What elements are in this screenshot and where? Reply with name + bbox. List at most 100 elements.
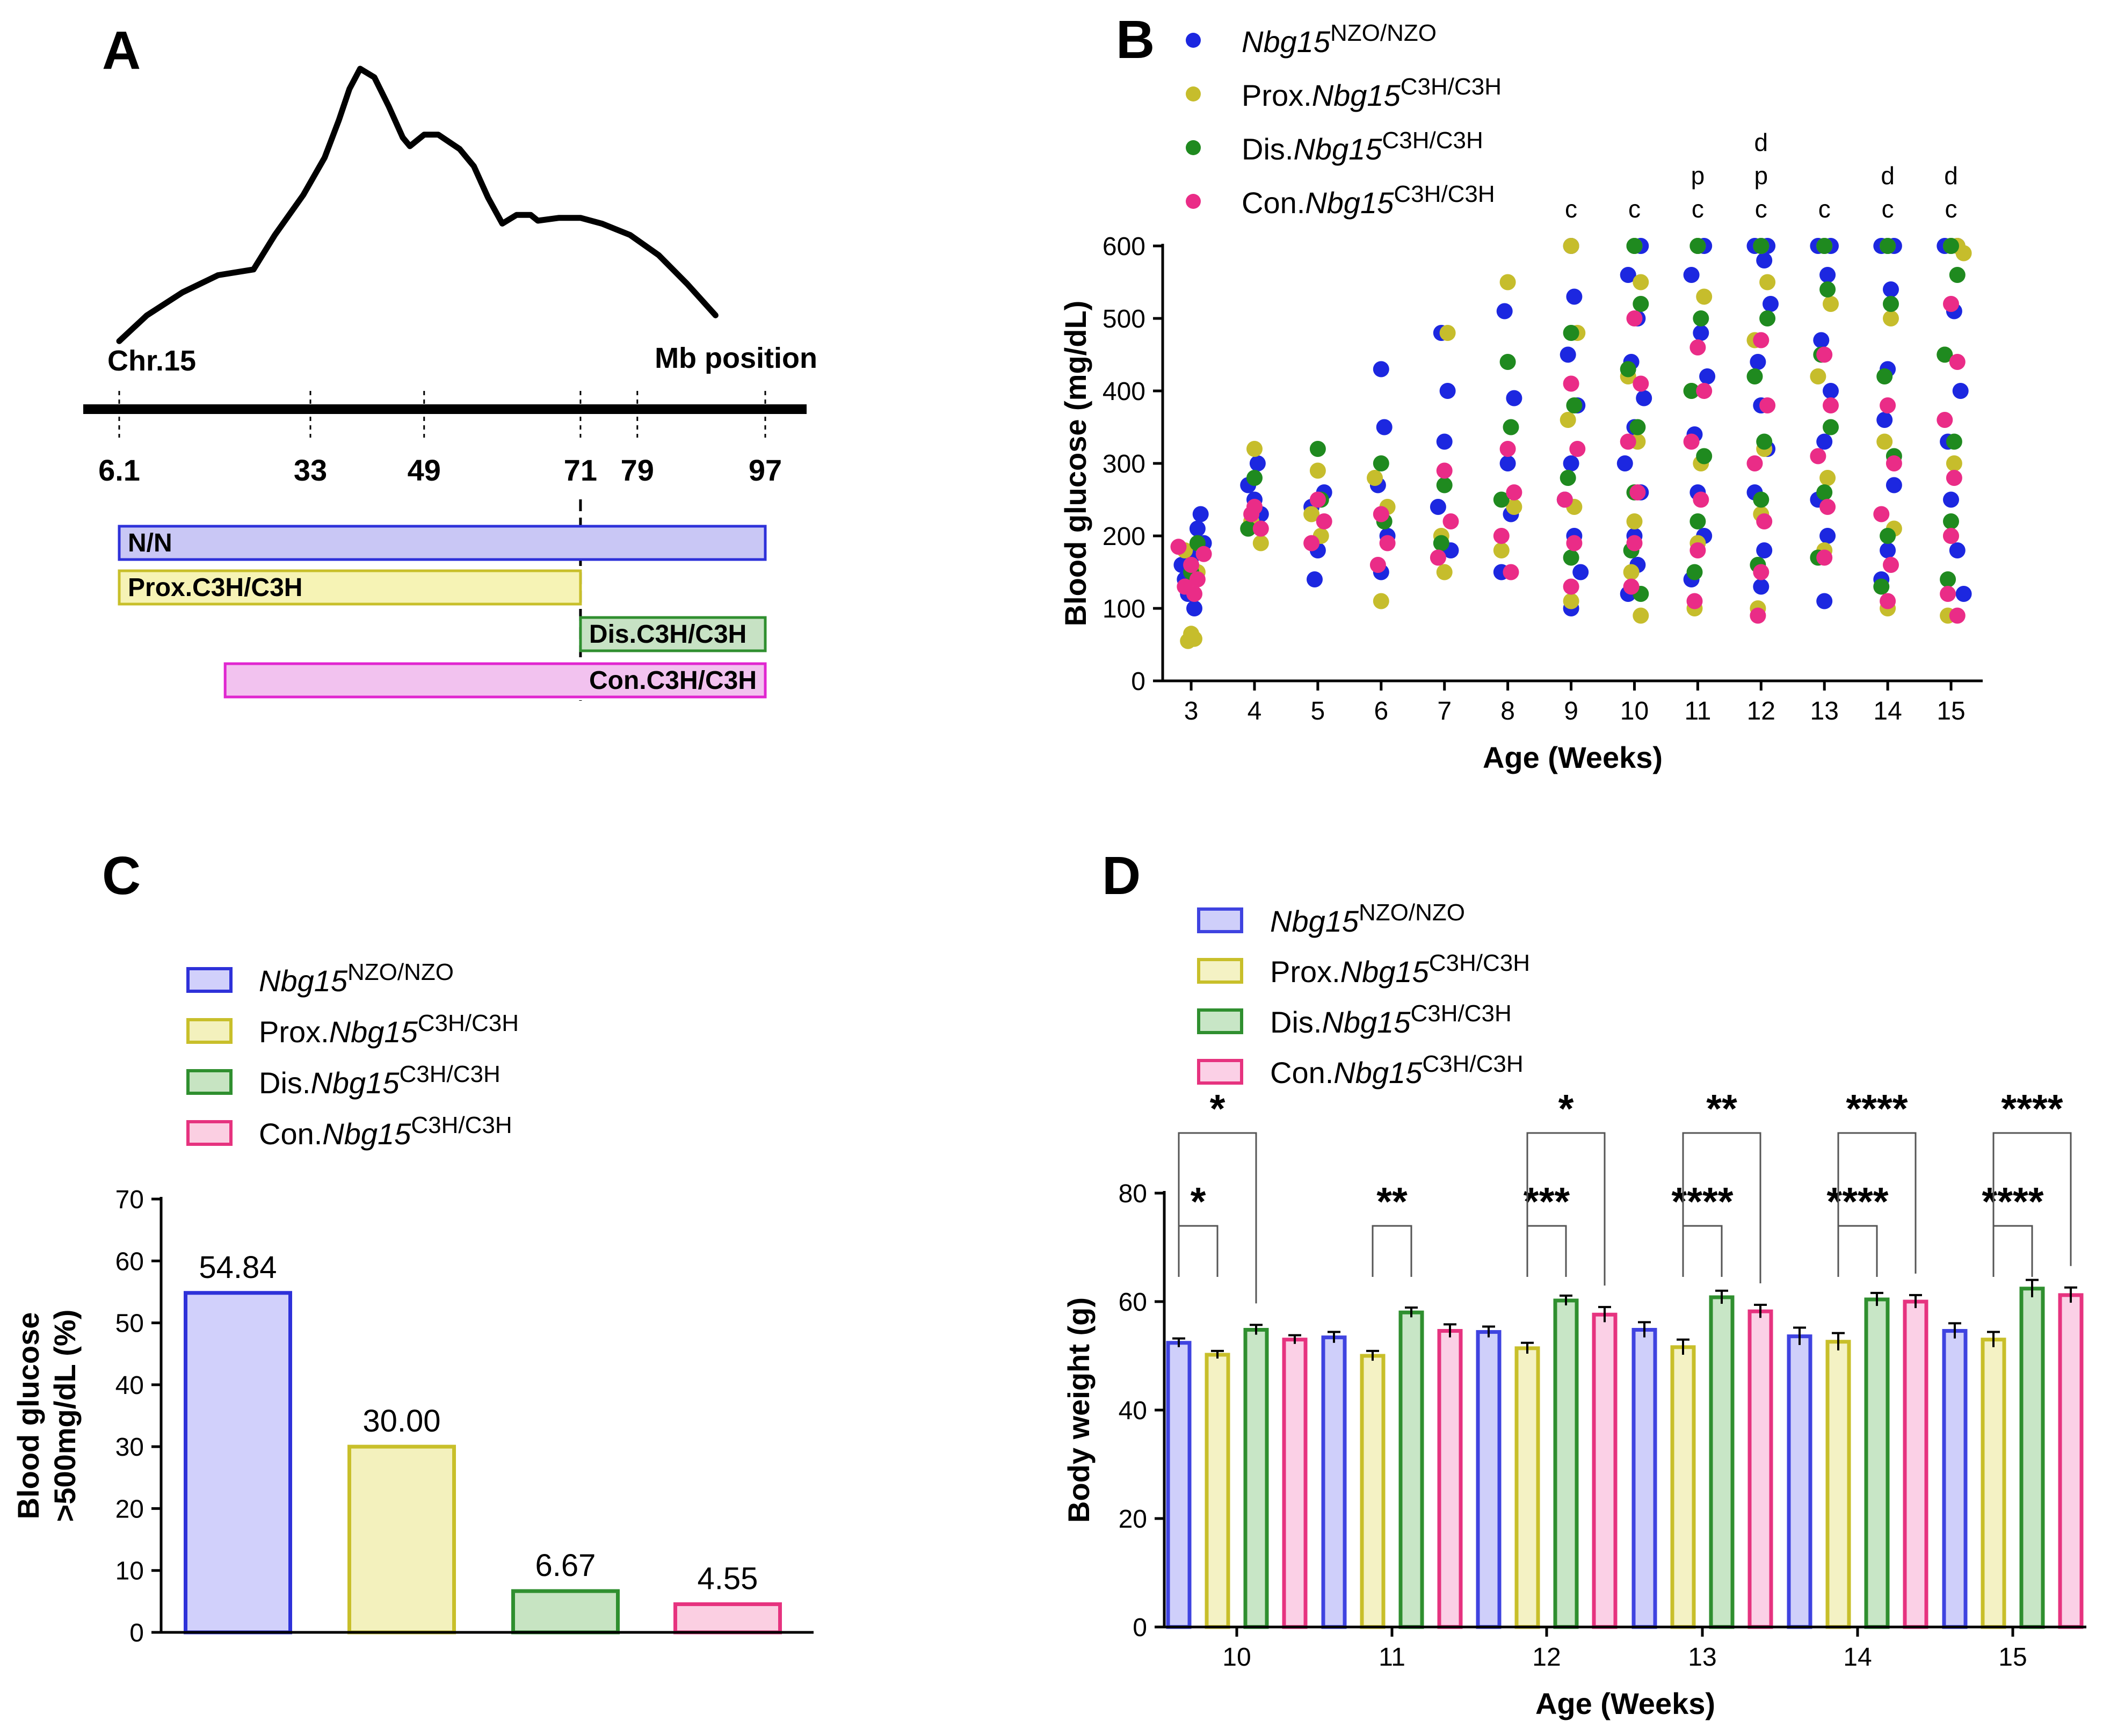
x-tick-label: 10 bbox=[1222, 1643, 1251, 1672]
chromosome-tick-label: 97 bbox=[749, 453, 782, 487]
x-tick-label: 3 bbox=[1184, 697, 1199, 725]
data-point bbox=[1886, 455, 1902, 471]
strain-bar-label: Dis.C3H/C3H bbox=[589, 620, 746, 649]
significance-bracket bbox=[1837, 1132, 1917, 1274]
data-point bbox=[1753, 332, 1770, 348]
data-point bbox=[1819, 281, 1836, 297]
glucose-scatter-points bbox=[1170, 238, 1972, 649]
bar bbox=[1243, 1328, 1269, 1629]
legend-label-prefix: Dis. bbox=[259, 1066, 310, 1100]
data-point bbox=[1759, 397, 1776, 413]
panel-c: C Nbg15NZO/NZOProx.Nbg15C3H/C3HDis.Nbg15… bbox=[11, 846, 814, 1647]
legend-label-prefix: Con. bbox=[1242, 186, 1305, 220]
data-point bbox=[1626, 513, 1643, 529]
significance-stars: ** bbox=[1706, 1086, 1737, 1131]
data-point bbox=[1626, 535, 1643, 551]
data-point bbox=[1563, 325, 1579, 341]
data-point bbox=[1572, 564, 1589, 580]
data-point bbox=[1693, 310, 1709, 326]
significance-stars: **** bbox=[2001, 1086, 2063, 1131]
data-point bbox=[1816, 549, 1833, 566]
legend-label-superscript: C3H/C3H bbox=[1410, 1000, 1511, 1027]
bar bbox=[1981, 1338, 2006, 1629]
data-point bbox=[1683, 383, 1700, 399]
data-point bbox=[1937, 412, 1953, 428]
data-point bbox=[1629, 484, 1646, 500]
y-tick-label: 30 bbox=[115, 1433, 144, 1462]
panel-a-letter: A bbox=[102, 20, 141, 81]
panel-c-axes: 0 10 20 30 40 50 60 70 bbox=[115, 1186, 814, 1647]
panel-d-bars bbox=[1166, 1279, 2084, 1629]
x-tick-label: 15 bbox=[1937, 697, 1965, 725]
data-point bbox=[1379, 535, 1396, 551]
significance-letter: d bbox=[1754, 128, 1768, 156]
significance-letter: c bbox=[1755, 195, 1767, 223]
chromosome-ticks: 6.1 33 49 71 79 97 bbox=[98, 391, 782, 487]
data-point bbox=[1499, 274, 1516, 290]
bar bbox=[184, 1291, 292, 1635]
strain-bar bbox=[118, 569, 582, 606]
y-tick-label: 500 bbox=[1103, 305, 1145, 333]
x-tick-label: 14 bbox=[1843, 1643, 1872, 1672]
data-point bbox=[1633, 296, 1649, 312]
significance-stars: **** bbox=[1982, 1179, 2043, 1224]
legend-marker bbox=[1186, 86, 1201, 101]
data-point bbox=[1633, 274, 1649, 290]
significance-stars: **** bbox=[1826, 1179, 1888, 1224]
bar-value-label: 6.67 bbox=[535, 1548, 596, 1583]
legend-swatch bbox=[186, 1120, 233, 1146]
significance-stars: ** bbox=[1376, 1179, 1408, 1224]
bar bbox=[2019, 1287, 2045, 1629]
bar bbox=[1903, 1299, 1928, 1629]
significance-bracket bbox=[1526, 1225, 1567, 1277]
data-point bbox=[1499, 354, 1516, 370]
bar bbox=[1709, 1295, 1735, 1629]
data-point bbox=[1369, 557, 1386, 573]
data-point bbox=[1189, 571, 1206, 587]
chromosome-tick-label: 33 bbox=[294, 453, 327, 487]
legend-marker bbox=[1186, 194, 1201, 209]
legend-swatch bbox=[186, 967, 233, 993]
data-point bbox=[1499, 455, 1516, 471]
data-point bbox=[1756, 252, 1773, 268]
panel-c-legend: Nbg15NZO/NZOProx.Nbg15C3H/C3HDis.Nbg15C3… bbox=[186, 959, 519, 1151]
y-tick-label: 50 bbox=[115, 1310, 144, 1338]
x-tick-label: 11 bbox=[1684, 697, 1711, 725]
legend-label-prefix: Con. bbox=[1270, 1056, 1333, 1089]
bar bbox=[1437, 1329, 1463, 1629]
x-tick-label: 14 bbox=[1873, 697, 1902, 725]
bar bbox=[1631, 1328, 1657, 1629]
legend-label: Prox.Nbg15C3H/C3H bbox=[1242, 74, 1502, 112]
bar bbox=[1398, 1310, 1424, 1629]
y-tick-label: 40 bbox=[115, 1371, 144, 1400]
data-point bbox=[1493, 491, 1510, 508]
legend-label: Prox.Nbg15C3H/C3H bbox=[259, 1010, 519, 1049]
data-point bbox=[1763, 296, 1779, 312]
position-label: Mb position bbox=[655, 342, 817, 374]
x-tick-label: 13 bbox=[1810, 697, 1839, 725]
data-point bbox=[1949, 354, 1966, 370]
bar bbox=[511, 1589, 620, 1635]
bar bbox=[1747, 1309, 1773, 1629]
x-tick-label: 4 bbox=[1248, 697, 1262, 725]
bar bbox=[1514, 1346, 1540, 1629]
panel-b-y-axis-label: Blood glucose (mg/dL) bbox=[1058, 301, 1092, 627]
data-point bbox=[1689, 339, 1706, 355]
chromosome-tick-label: 71 bbox=[564, 453, 597, 487]
data-point bbox=[1823, 383, 1839, 399]
data-point bbox=[1683, 433, 1700, 450]
bar-value-label: 30.00 bbox=[362, 1404, 440, 1439]
data-point bbox=[1819, 528, 1836, 544]
legend-label-prefix: Prox. bbox=[1242, 78, 1312, 112]
data-point bbox=[1819, 267, 1836, 283]
legend-label-superscript: C3H/C3H bbox=[1382, 127, 1483, 154]
chromosome-tick-label: 79 bbox=[621, 453, 654, 487]
data-point bbox=[1746, 455, 1763, 471]
data-point bbox=[1886, 477, 1902, 493]
legend-swatch bbox=[1197, 1059, 1243, 1085]
significance-stars: *** bbox=[1524, 1179, 1570, 1224]
data-point bbox=[1952, 383, 1969, 399]
data-point bbox=[1873, 578, 1890, 595]
legend-marker bbox=[1186, 33, 1201, 48]
data-point bbox=[1373, 361, 1389, 377]
